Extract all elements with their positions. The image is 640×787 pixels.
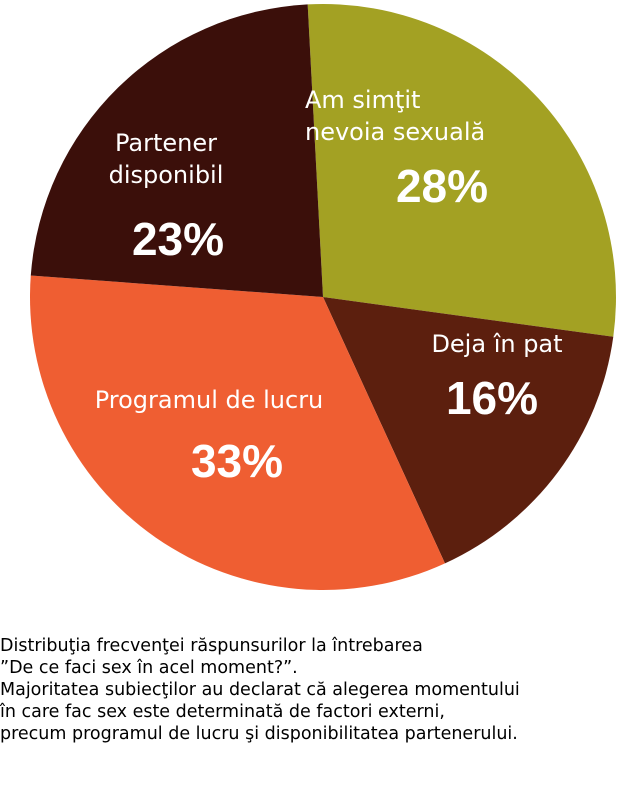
slice-label: Partener: [115, 129, 217, 157]
chart-caption: Distribuţia frecvenţei răspunsurilor la …: [0, 635, 640, 745]
pie-labels: Am simţit nevoia sexuală 28% Deja în pat 16%…: [95, 86, 563, 487]
slice-value-label: 33%: [191, 435, 283, 487]
slice-label: Am simţit: [305, 86, 420, 114]
caption-line: Distribuţia frecvenţei răspunsurilor la …: [0, 636, 423, 656]
pie-slices: [30, 4, 617, 590]
pie-chart: Am simţit nevoia sexuală 28% Deja în pat 16%…: [30, 4, 617, 590]
slice-value-label: 28%: [396, 160, 488, 212]
pie-slice: [323, 297, 614, 564]
pie-slice: [30, 4, 323, 297]
caption-line: ”De ce faci sex în acel moment?”.: [0, 658, 298, 678]
slice-label: Programul de lucru: [95, 386, 324, 414]
slice-value-label: 16%: [446, 372, 538, 424]
pie-slice: [30, 275, 445, 590]
caption-line: Majoritatea subiecţilor au declarat că a…: [0, 680, 520, 700]
slice-value-label: 23%: [132, 213, 224, 265]
caption-line: în care fac sex este determinată de fact…: [0, 702, 445, 722]
slice-label: nevoia sexuală: [305, 118, 485, 146]
pie-slice: [307, 4, 617, 337]
caption-line: precum programul de lucru şi disponibili…: [0, 724, 518, 744]
slice-label: Deja în pat: [431, 330, 562, 358]
slice-label: disponibil: [109, 161, 224, 189]
